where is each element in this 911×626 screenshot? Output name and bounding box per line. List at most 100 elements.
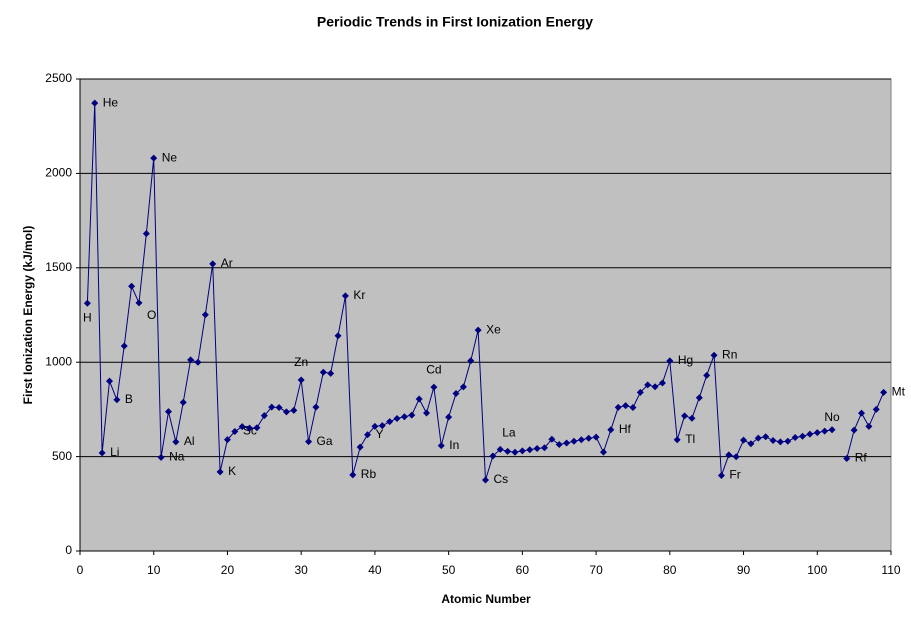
- data-point: [504, 447, 512, 455]
- data-point: [356, 443, 364, 451]
- y-tick-label: 2500: [45, 71, 72, 85]
- data-point: [415, 395, 423, 403]
- data-point: [585, 434, 593, 442]
- y-tick-label: 1500: [45, 260, 72, 274]
- data-point: [563, 439, 571, 447]
- point-label: Hg: [678, 353, 693, 367]
- x-tick-label: 110: [881, 563, 900, 577]
- point-label: Rf: [855, 451, 868, 465]
- data-point: [644, 381, 652, 389]
- data-point: [599, 448, 607, 456]
- y-axis-title: First Ionization Energy (kJ/mol): [21, 226, 35, 405]
- x-axis-title: Atomic Number: [441, 592, 531, 606]
- data-point: [349, 471, 357, 479]
- data-point: [268, 403, 276, 411]
- data-point: [784, 437, 792, 445]
- data-point: [157, 453, 165, 461]
- data-point: [858, 409, 866, 417]
- data-point: [223, 436, 231, 444]
- data-point: [467, 357, 475, 365]
- data-point: [658, 379, 666, 387]
- data-point: [378, 422, 386, 430]
- data-point: [872, 405, 880, 413]
- point-label: B: [125, 392, 133, 406]
- data-point: [526, 446, 534, 454]
- x-tick-label: 70: [589, 563, 603, 577]
- data-point: [290, 406, 298, 414]
- data-point: [194, 358, 202, 366]
- data-point: [179, 398, 187, 406]
- data-point: [799, 432, 807, 440]
- data-point: [828, 426, 836, 434]
- chart-title: Periodic Trends in First Ionization Ener…: [317, 14, 593, 30]
- data-point: [282, 408, 290, 416]
- data-point: [231, 427, 239, 435]
- data-point: [246, 424, 254, 432]
- data-point: [393, 414, 401, 422]
- data-point: [334, 332, 342, 340]
- data-point: [511, 448, 519, 456]
- data-point: [673, 436, 681, 444]
- data-point: [319, 368, 327, 376]
- point-label: Al: [184, 434, 195, 448]
- data-point: [150, 154, 158, 162]
- point-label: Rn: [722, 347, 737, 361]
- data-point: [297, 376, 305, 384]
- x-tick-label: 80: [663, 563, 677, 577]
- data-point: [769, 437, 777, 445]
- data-point: [791, 434, 799, 442]
- x-tick-label: 60: [516, 563, 530, 577]
- data-point: [880, 388, 888, 396]
- point-label: H: [83, 310, 92, 324]
- data-point: [622, 402, 630, 410]
- data-point: [120, 342, 128, 350]
- point-label: He: [103, 95, 119, 109]
- point-label: In: [449, 438, 459, 452]
- data-point: [821, 427, 829, 435]
- x-tick-label: 90: [737, 563, 751, 577]
- data-point: [496, 445, 504, 453]
- data-point: [305, 438, 313, 446]
- data-point: [740, 436, 748, 444]
- data-point: [260, 412, 268, 420]
- data-point: [98, 449, 106, 457]
- point-label: Cd: [426, 362, 441, 376]
- data-point: [577, 436, 585, 444]
- data-point: [489, 452, 497, 460]
- data-point: [629, 404, 637, 412]
- data-point: [666, 357, 674, 365]
- x-tick-label: 40: [368, 563, 382, 577]
- data-point: [710, 351, 718, 359]
- point-label: La: [502, 426, 516, 440]
- point-label: Ga: [317, 434, 333, 448]
- data-point: [695, 394, 703, 402]
- data-point: [452, 390, 460, 398]
- data-point: [164, 408, 172, 416]
- data-point: [754, 434, 762, 442]
- point-label: Rb: [361, 467, 377, 481]
- data-point: [386, 418, 394, 426]
- data-point: [423, 409, 431, 417]
- data-point: [437, 442, 445, 450]
- point-label: No: [824, 410, 840, 424]
- data-point: [482, 476, 489, 484]
- data-point: [592, 433, 600, 441]
- data-point: [651, 383, 659, 391]
- data-point: [813, 429, 821, 437]
- data-point: [732, 453, 740, 461]
- data-point: [555, 441, 563, 449]
- y-tick-label: 500: [52, 449, 72, 463]
- data-point: [607, 426, 615, 434]
- data-point: [703, 371, 711, 379]
- data-point: [445, 413, 453, 421]
- data-point: [430, 383, 438, 391]
- x-tick-label: 100: [807, 563, 827, 577]
- point-label: Y: [376, 427, 384, 441]
- x-tick-label: 20: [221, 563, 235, 577]
- data-point: [540, 444, 548, 452]
- data-point: [717, 471, 725, 479]
- data-point: [681, 412, 689, 420]
- x-tick-label: 10: [147, 563, 161, 577]
- data-point: [865, 422, 873, 430]
- data-point: [327, 369, 335, 377]
